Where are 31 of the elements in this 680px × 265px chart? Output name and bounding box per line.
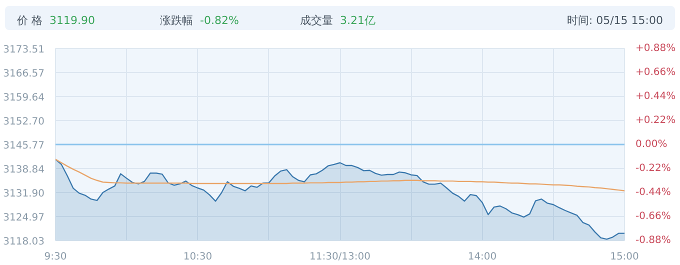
y2-tick-label: -0.44% <box>636 187 671 198</box>
x-tick-label: 15:00 <box>610 252 639 262</box>
y-tick-label: 3131.90 <box>3 188 45 200</box>
text: -0.82% <box>200 14 239 27</box>
y2-tick-label: 0.00% <box>636 139 668 150</box>
x-tick-label: 10:30 <box>183 252 212 262</box>
y2-tick-label: +0.66% <box>636 67 676 78</box>
y-tick-label: 3145.77 <box>3 140 45 152</box>
y2-tick-label: +0.44% <box>636 91 676 102</box>
y-tick-label: 3159.64 <box>3 92 45 104</box>
line-series <box>56 158 624 192</box>
y2-tick-label: -0.22% <box>636 163 671 174</box>
y2-tick-label: -0.88% <box>636 235 671 246</box>
y-tick-label: 3124.97 <box>3 212 45 224</box>
text: 成交量 <box>300 14 333 27</box>
y2-tick-label: +0.88% <box>636 43 676 54</box>
y2-tick-label: +0.22% <box>636 115 676 126</box>
y2-tick-label: -0.66% <box>636 211 671 222</box>
y-tick-label: 3138.84 <box>3 164 45 176</box>
text: 3.21亿 <box>340 14 376 27</box>
x-tick-label: 14:00 <box>468 252 497 262</box>
text: 3119.90 <box>50 14 95 27</box>
y-tick-label: 3173.51 <box>3 44 45 56</box>
y-tick-label: 3166.57 <box>3 68 45 80</box>
text: 涨跌幅 <box>160 14 193 27</box>
x-tick-label: 9:30 <box>44 252 67 262</box>
x-tick-label: 11:30/13:00 <box>309 252 371 262</box>
y-tick-label: 3152.70 <box>3 116 45 128</box>
y-tick-label: 3118.03 <box>3 236 45 248</box>
text: 价 格 <box>17 14 42 27</box>
text: 时间: 05/15 15:00 <box>566 13 663 29</box>
